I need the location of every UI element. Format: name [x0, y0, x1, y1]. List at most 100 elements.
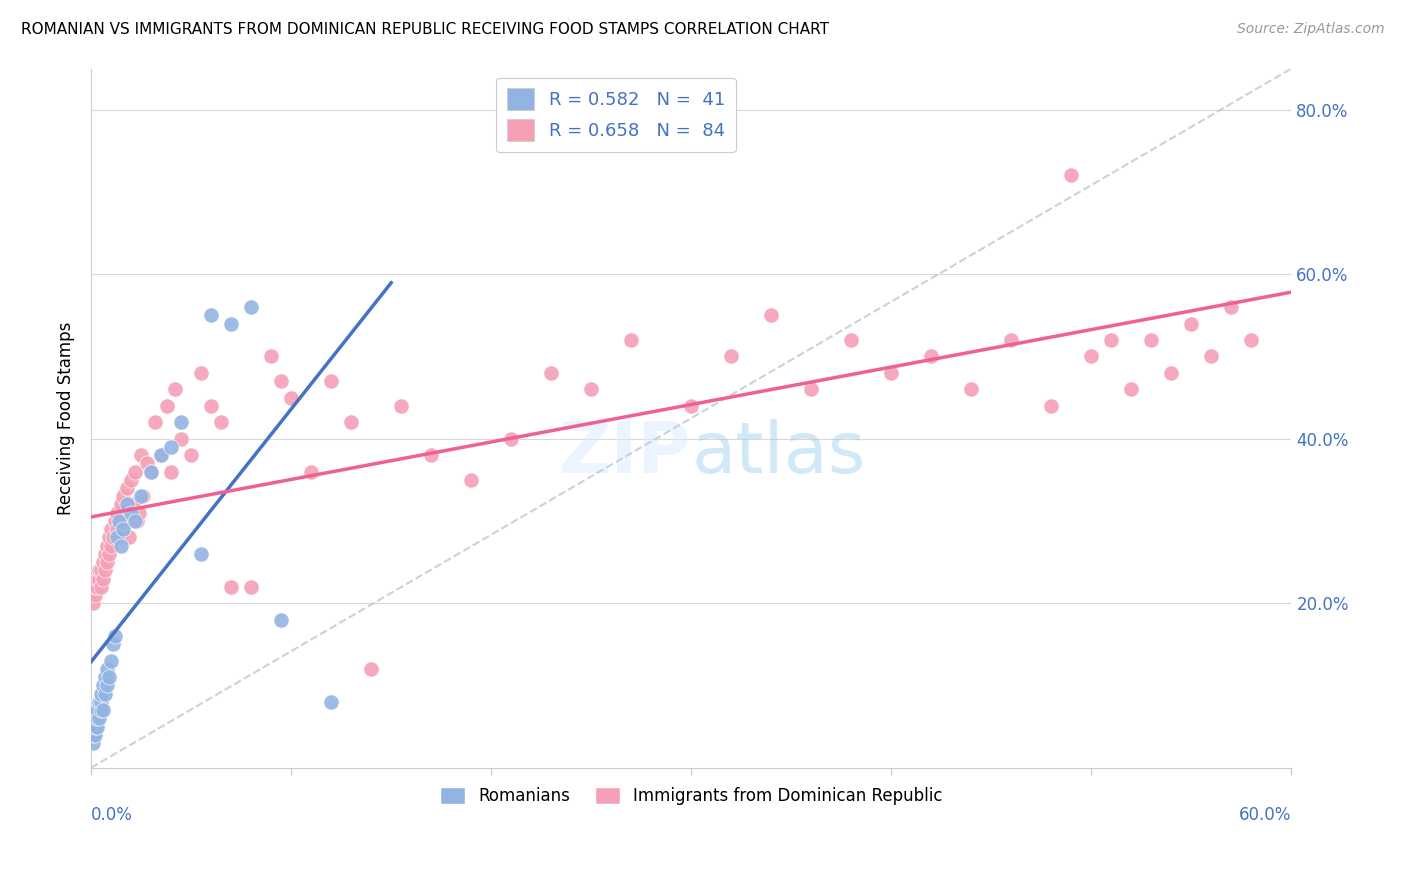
Point [86, 580, 108, 594]
Point [240, 580, 263, 594]
Point [581, 382, 603, 396]
Point [136, 456, 159, 470]
Point [112, 522, 135, 536]
Point [240, 300, 263, 314]
Point [460, 473, 482, 487]
Point [110, 498, 132, 512]
Point [89, 572, 111, 586]
Text: atlas: atlas [692, 418, 866, 488]
Point [124, 465, 146, 479]
Text: 60.0%: 60.0% [1239, 806, 1292, 824]
Point [219, 580, 242, 594]
Point [89, 695, 111, 709]
Point [94, 687, 117, 701]
Point [1040, 399, 1063, 413]
Point [156, 399, 179, 413]
Point [82, 736, 104, 750]
Point [86, 703, 108, 717]
Point [110, 539, 132, 553]
Text: ROMANIAN VS IMMIGRANTS FROM DOMINICAN REPUBLIC RECEIVING FOOD STAMPS CORRELATION: ROMANIAN VS IMMIGRANTS FROM DOMINICAN RE… [21, 22, 830, 37]
Point [84, 720, 107, 734]
Point [96, 678, 118, 692]
Point [1060, 169, 1083, 183]
Point [160, 465, 183, 479]
Point [86, 572, 108, 586]
Point [90, 580, 112, 594]
Point [150, 448, 173, 462]
Point [150, 448, 173, 462]
Point [299, 465, 322, 479]
Legend: Romanians, Immigrants from Dominican Republic: Romanians, Immigrants from Dominican Rep… [433, 780, 949, 812]
Point [89, 711, 111, 725]
Point [200, 308, 222, 322]
Point [190, 547, 212, 561]
Point [165, 382, 187, 396]
Point [96, 555, 118, 569]
Point [90, 687, 112, 701]
Point [89, 563, 111, 577]
Point [143, 415, 166, 429]
Point [540, 366, 562, 380]
Point [91, 703, 114, 717]
Point [90, 695, 112, 709]
Point [101, 637, 124, 651]
Point [180, 448, 202, 462]
Point [84, 588, 107, 602]
Point [129, 448, 152, 462]
Point [101, 530, 124, 544]
Point [501, 432, 523, 446]
Point [420, 448, 443, 462]
Point [104, 629, 127, 643]
Point [761, 308, 783, 322]
Point [82, 728, 104, 742]
Point [132, 489, 155, 503]
Point [86, 711, 108, 725]
Point [96, 662, 118, 676]
Point [94, 670, 117, 684]
Point [389, 399, 412, 413]
Point [129, 489, 152, 503]
Point [1180, 317, 1202, 331]
Point [141, 465, 163, 479]
Point [321, 374, 343, 388]
Point [100, 654, 122, 668]
Point [1201, 350, 1223, 364]
Point [108, 514, 131, 528]
Point [160, 440, 183, 454]
Point [122, 498, 145, 512]
Point [84, 728, 107, 742]
Point [105, 506, 128, 520]
Point [1220, 300, 1243, 314]
Point [90, 703, 112, 717]
Point [120, 473, 142, 487]
Point [84, 580, 107, 594]
Point [880, 366, 903, 380]
Text: 0.0%: 0.0% [91, 806, 134, 824]
Point [190, 366, 212, 380]
Point [115, 498, 138, 512]
Point [200, 399, 222, 413]
Point [86, 720, 108, 734]
Y-axis label: Receiving Food Stamps: Receiving Food Stamps [58, 321, 75, 515]
Point [720, 350, 742, 364]
Point [100, 539, 122, 553]
Point [98, 547, 121, 561]
Point [800, 382, 823, 396]
Point [91, 555, 114, 569]
Point [260, 350, 283, 364]
Point [920, 350, 942, 364]
Point [1240, 333, 1263, 347]
Point [91, 678, 114, 692]
Point [105, 522, 128, 536]
Point [127, 514, 149, 528]
Point [1000, 333, 1022, 347]
Point [120, 506, 142, 520]
Point [280, 391, 302, 405]
Point [94, 547, 117, 561]
Point [1121, 382, 1143, 396]
Point [841, 333, 863, 347]
Point [82, 596, 104, 610]
Point [98, 530, 121, 544]
Point [118, 530, 141, 544]
Point [100, 522, 122, 536]
